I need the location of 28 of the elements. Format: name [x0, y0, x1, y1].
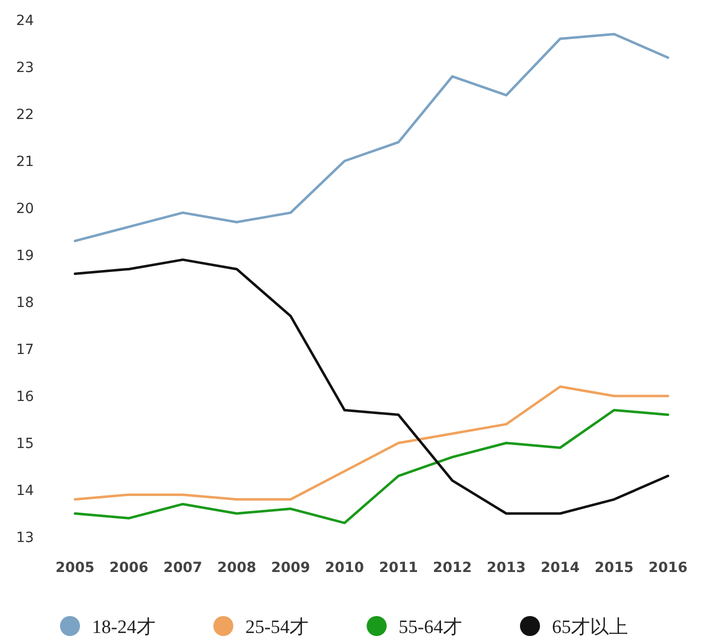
y-tick-label: 14 [16, 483, 34, 499]
x-tick-label: 2005 [56, 560, 94, 576]
x-tick-label: 2015 [594, 560, 634, 576]
x-tick-label: 2012 [432, 560, 472, 576]
legend-label: 55-64才 [398, 617, 462, 638]
legend-label: 18-24才 [92, 617, 156, 638]
legend-label: 25-54才 [245, 617, 309, 638]
y-tick-label: 20 [16, 201, 34, 217]
y-tick-label: 16 [16, 389, 34, 405]
y-tick-label: 23 [16, 60, 34, 76]
y-tick-label: 17 [16, 342, 34, 358]
y-tick-label: 21 [16, 154, 34, 170]
y-tick-label: 15 [16, 436, 34, 452]
x-tick-label: 2007 [163, 560, 202, 576]
legend-label: 65才以上 [552, 617, 628, 638]
x-tick-label: 2009 [271, 560, 310, 576]
y-tick-label: 13 [16, 530, 34, 546]
x-tick-label: 2013 [486, 560, 526, 576]
x-tick-label: 2014 [540, 560, 580, 576]
y-tick-label: 22 [16, 107, 34, 123]
x-tick-label: 2010 [325, 560, 364, 576]
x-tick-label: 2016 [648, 560, 688, 576]
y-tick-label: 18 [16, 295, 34, 311]
x-tick-label: 2008 [217, 560, 256, 576]
x-tick-label: 2011 [378, 560, 418, 576]
y-tick-label: 24 [16, 13, 34, 29]
x-tick-label: 2006 [109, 560, 148, 576]
y-tick-label: 19 [16, 248, 34, 264]
